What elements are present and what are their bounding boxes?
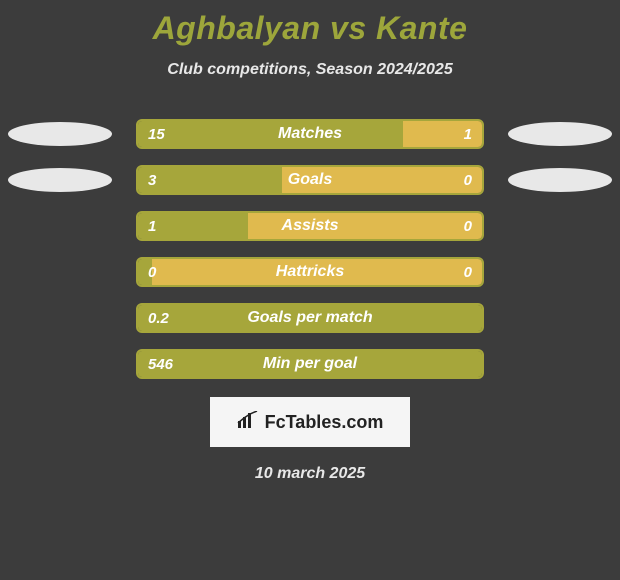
stat-label: Min per goal bbox=[263, 355, 357, 373]
bar-fill-left bbox=[138, 121, 403, 147]
stat-row-goals: 3 Goals 0 bbox=[0, 165, 620, 195]
page-title: Aghbalyan vs Kante bbox=[0, 0, 620, 47]
player-right-marker bbox=[508, 168, 612, 192]
stat-label: Hattricks bbox=[276, 263, 344, 281]
player-left-marker bbox=[8, 122, 112, 146]
stat-value-left: 0 bbox=[148, 264, 156, 281]
stat-row-gpm: 0.2 Goals per match bbox=[0, 303, 620, 333]
stat-value-left: 546 bbox=[148, 356, 173, 373]
footer-date: 10 march 2025 bbox=[0, 465, 620, 483]
stat-row-hattricks: 0 Hattricks 0 bbox=[0, 257, 620, 287]
stat-value-left: 1 bbox=[148, 218, 156, 235]
stats-list: 15 Matches 1 3 Goals 0 1 bbox=[0, 119, 620, 379]
brand-link[interactable]: FcTables.com bbox=[210, 397, 410, 447]
stat-label: Matches bbox=[278, 125, 342, 143]
brand-text: FcTables.com bbox=[265, 412, 384, 433]
stat-row-matches: 15 Matches 1 bbox=[0, 119, 620, 149]
stat-value-left: 0.2 bbox=[148, 310, 169, 327]
subtitle: Club competitions, Season 2024/2025 bbox=[0, 61, 620, 79]
stat-row-mpg: 546 Min per goal bbox=[0, 349, 620, 379]
player-right-marker bbox=[508, 122, 612, 146]
stat-label: Goals bbox=[288, 171, 332, 189]
stat-row-assists: 1 Assists 0 bbox=[0, 211, 620, 241]
stat-value-right: 1 bbox=[464, 126, 472, 143]
stat-value-right: 0 bbox=[464, 218, 472, 235]
player-left-marker bbox=[8, 168, 112, 192]
chart-icon bbox=[237, 411, 259, 434]
stat-value-left: 15 bbox=[148, 126, 165, 143]
bar-fill-left bbox=[138, 167, 282, 193]
stat-value-right: 0 bbox=[464, 264, 472, 281]
stat-value-right: 0 bbox=[464, 172, 472, 189]
comparison-widget: Aghbalyan vs Kante Club competitions, Se… bbox=[0, 0, 620, 580]
stat-label: Assists bbox=[282, 217, 339, 235]
stat-label: Goals per match bbox=[247, 309, 372, 327]
stat-value-left: 3 bbox=[148, 172, 156, 189]
